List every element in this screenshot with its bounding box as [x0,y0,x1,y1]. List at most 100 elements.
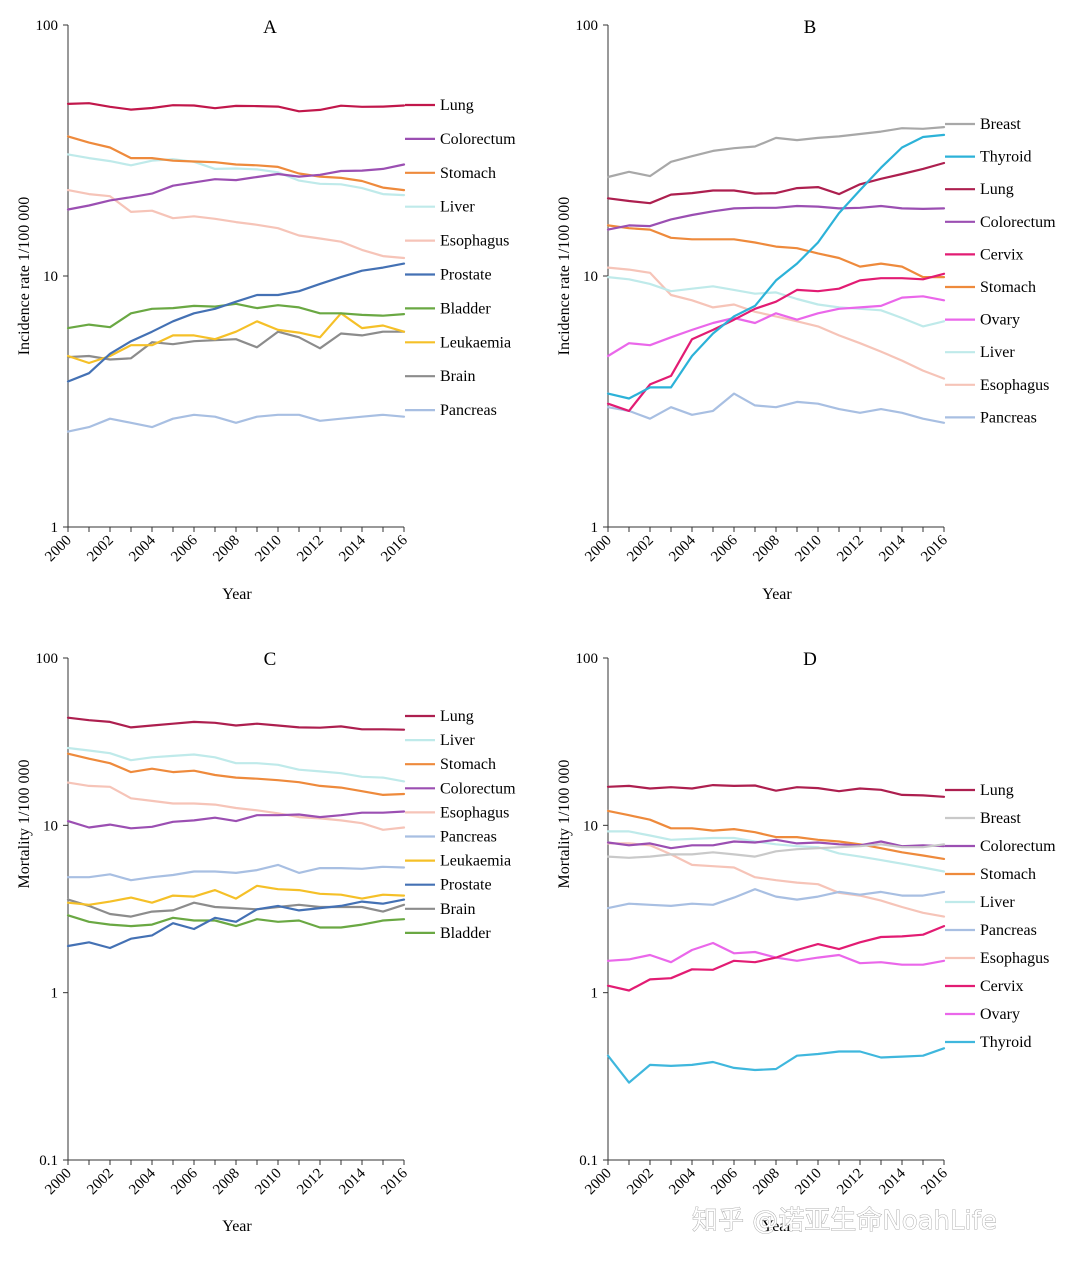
legend-label-cervix: Cervix [980,246,1024,263]
x-tick-label: 2016 [918,532,951,565]
y-tick-label: 0.1 [579,1153,598,1169]
y-tick-label: 10 [43,269,58,285]
series-lines [66,716,406,950]
series-line-pancreas [606,888,946,910]
series-line-lung [66,102,406,113]
x-tick-label: 2014 [876,532,909,565]
series-line-liver [66,746,406,783]
chart-panel-b: 1 10 100 2000 2002 2004 2006 2008 2010 2012 2014 20… [556,17,1056,603]
x-axis-title: Year [762,1218,792,1235]
legend-label-colorectum: Colorectum [980,838,1056,855]
series-line-stomach [606,224,946,279]
x-tick-label: 2012 [294,1166,327,1199]
y-tick-label: 100 [36,651,59,667]
x-tick-label: 2002 [624,533,657,566]
series-line-liver [606,276,946,328]
series-line-prostate [66,898,406,950]
legend-label-colorectum: Colorectum [980,214,1056,231]
x-tick-label: 2004 [126,1165,159,1198]
x-tick-label: 2016 [378,1165,411,1198]
x-tick-label: 2014 [336,1165,369,1198]
series-line-stomach [66,752,406,797]
series-line-pancreas [66,863,406,882]
x-axis-title: Year [222,1218,252,1235]
legend-label-breast: Breast [980,116,1021,133]
series-line-esophagus [606,266,946,380]
legend-label-lung: Lung [980,782,1014,799]
series-line-colorectum [66,163,406,211]
series-line-pancreas [606,392,946,424]
x-tick-label: 2008 [210,1166,243,1199]
x-tick-label: 2010 [252,533,285,566]
x-tick-label: 2016 [378,532,411,565]
series-line-cervix [606,272,946,412]
y-tick-label: 1 [591,986,599,1002]
x-tick-label: 2004 [666,1165,699,1198]
legend-label-stomach: Stomach [440,165,496,182]
series-line-lung [606,161,946,205]
legend-label-thyroid: Thyroid [980,1034,1032,1051]
y-axis-title: Incidence rate 1/100 000 [16,197,33,356]
x-tick-label: 2010 [252,1166,285,1199]
x-tick-label: 2008 [750,1166,783,1199]
x-tick-label: 2002 [84,533,117,566]
legend-label-leukaemia: Leukaemia [440,334,511,351]
y-tick-label: 1 [51,520,59,536]
x-tick-label: 2010 [792,533,825,566]
chart-panels: 1 10 100 2000 2002 2004 2006 2008 2010 2012 2014 20… [16,17,1056,1235]
legend: Lung Colorectum Stomach Liver Esophagus Prost… [405,97,516,419]
y-tick-label: 100 [36,18,59,34]
y-tick-label: 100 [576,651,599,667]
y-tick-label: 10 [43,818,58,834]
x-tick-label: 2014 [876,1165,909,1198]
x-tick-label: 2006 [708,532,741,565]
series-line-stomach [66,135,406,192]
legend-label-bladder: Bladder [440,300,491,317]
series-line-bladder [66,302,406,330]
legend-label-liver: Liver [980,344,1015,361]
panel-title: C [264,649,277,670]
legend-label-liver: Liver [440,732,475,749]
series-line-liver [66,153,406,197]
x-tick-label: 2010 [792,1166,825,1199]
y-axis-title: Mortality 1/100 000 [16,760,33,889]
legend-label-esophagus: Esophagus [980,377,1049,394]
legend-label-esophagus: Esophagus [440,233,509,250]
series-line-breast [606,125,946,179]
y-tick-label: 0.1 [39,1153,58,1169]
legend-label-prostate: Prostate [440,877,492,894]
panel-title: A [263,17,277,38]
legend-label-stomach: Stomach [440,756,496,773]
series-line-thyroid [606,1047,946,1084]
x-tick-label: 2002 [624,1166,657,1199]
x-tick-label: 2000 [42,1166,75,1199]
legend-label-breast: Breast [980,810,1021,827]
series-line-ovary [606,941,946,966]
x-tick-label: 2006 [708,1165,741,1198]
x-tick-label: 2012 [294,533,327,566]
series-line-colorectum [606,838,946,850]
legend-label-prostate: Prostate [440,267,492,284]
x-tick-label: 2000 [42,533,75,566]
series-line-esophagus [66,781,406,831]
series-line-breast [606,843,946,859]
legend-label-bladder: Bladder [440,925,491,942]
series-line-ovary [606,295,946,358]
legend-label-cervix: Cervix [980,978,1024,995]
series-line-stomach [606,809,946,861]
series-line-leukaemia [66,312,406,365]
x-tick-label: 2004 [126,532,159,565]
series-line-brain [66,898,406,918]
legend-label-brain: Brain [440,901,476,918]
x-tick-label: 2000 [582,1166,615,1199]
legend-label-esophagus: Esophagus [980,950,1049,967]
series-lines [606,125,946,424]
watermark: 知乎 @诺亚生命NoahLife [692,1206,997,1236]
series-line-thyroid [606,133,946,400]
chart-panel-d: 0.1 1 10 100 2000 2002 2004 2006 2008 2010 2012 201… [556,649,1056,1235]
y-tick-label: 100 [576,18,599,34]
x-tick-label: 2016 [918,1165,951,1198]
legend-label-colorectum: Colorectum [440,780,516,797]
legend-label-thyroid: Thyroid [980,149,1032,166]
y-axis-title: Incidence rate 1/100 000 [556,197,573,356]
